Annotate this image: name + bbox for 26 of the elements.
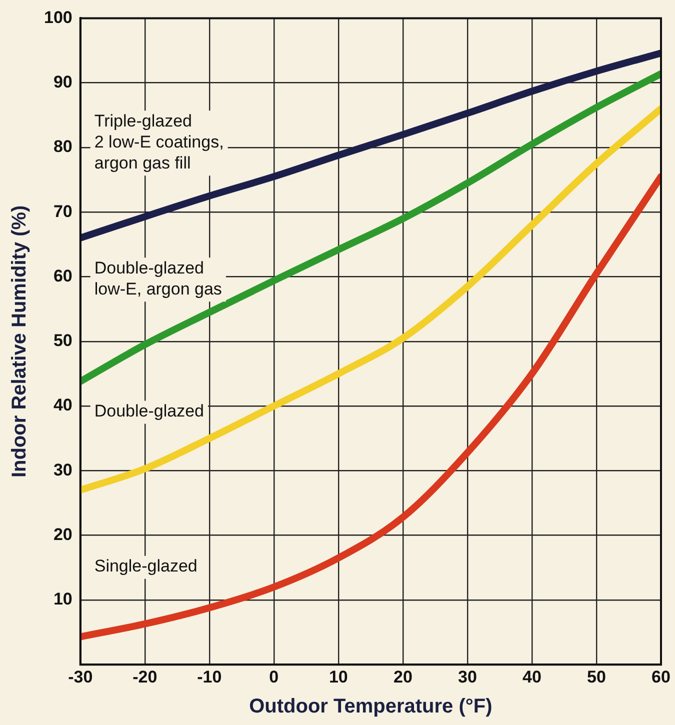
y-tick-label: 100	[44, 8, 72, 27]
y-tick-label: 70	[53, 202, 72, 221]
x-tick-label: 60	[652, 667, 670, 686]
x-tick-label: 10	[328, 667, 348, 686]
x-tick-label: 40	[522, 667, 542, 686]
series-label: Triple-glazed 2 low-E coatings, argon gas fill	[94, 111, 224, 172]
series-label: Double-glazed	[94, 401, 204, 420]
text: Single-glazed	[94, 556, 198, 576]
x-axis-title: Outdoor Temperature (°F)	[249, 696, 492, 718]
x-tick-label: -20	[132, 667, 158, 686]
x-tick-label: 20	[393, 667, 412, 686]
y-axis-title: Indoor Relative Humidity (%)	[8, 205, 31, 478]
y-tick-label: 30	[53, 460, 72, 480]
x-tick-label: -10	[197, 667, 222, 686]
y-tick-label: 40	[53, 396, 72, 415]
y-tick-label: 20	[53, 525, 72, 544]
y-tick-label: 10	[53, 590, 72, 609]
x-tick-label: 50	[587, 667, 606, 686]
y-tick-label: 80	[53, 137, 72, 156]
y-tick-label: 50	[53, 331, 72, 350]
series-label: Double-glazed low-E, argon gas	[94, 258, 222, 298]
x-tick-label: -30	[68, 667, 93, 686]
y-tick-label: 90	[53, 72, 72, 92]
x-tick-label: 30	[458, 667, 477, 686]
y-tick-label: 60	[53, 266, 72, 286]
x-tick-label: 0	[269, 667, 279, 686]
